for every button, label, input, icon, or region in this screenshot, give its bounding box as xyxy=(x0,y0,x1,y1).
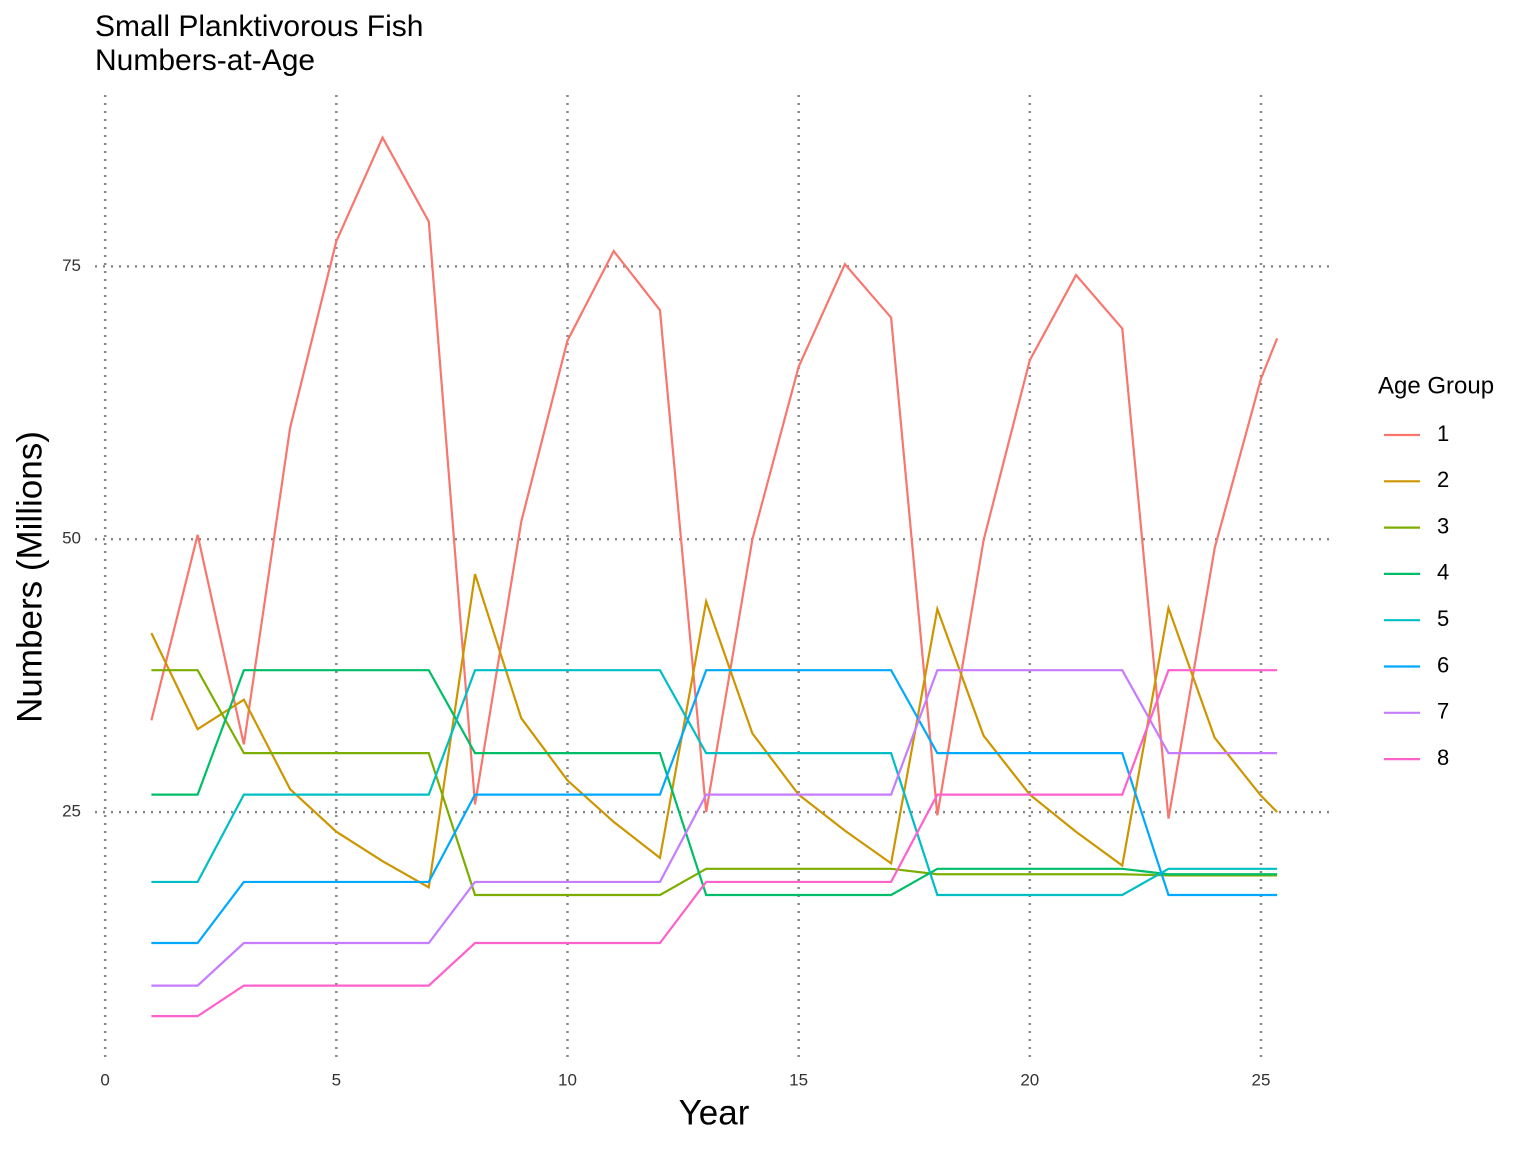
series-line xyxy=(151,669,1278,1018)
x-tick-label: 20 xyxy=(1020,1070,1039,1089)
legend-label: 5 xyxy=(1437,606,1449,631)
x-tick-label: 25 xyxy=(1251,1070,1270,1089)
x-axis-label: Year xyxy=(679,1093,750,1132)
x-tick-label: 5 xyxy=(332,1070,341,1089)
x-tick-label: 15 xyxy=(789,1070,808,1089)
legend-label: 4 xyxy=(1437,560,1449,585)
x-tick-label: 10 xyxy=(558,1070,577,1089)
series-line xyxy=(151,669,1278,945)
series-line xyxy=(150,573,1278,890)
chart-title: Small Planktivorous Fish xyxy=(95,10,423,43)
legend-label: 3 xyxy=(1437,513,1449,538)
series-line xyxy=(151,669,1278,897)
chart-subtitle: Numbers-at-Age xyxy=(95,44,315,77)
legend-label: 8 xyxy=(1437,745,1449,770)
series-line xyxy=(151,669,1278,987)
legend-label: 7 xyxy=(1437,699,1449,724)
legend-label: 1 xyxy=(1437,421,1449,446)
legend-label: 6 xyxy=(1437,652,1449,677)
series-line xyxy=(151,669,1278,897)
x-tick-label: 0 xyxy=(100,1070,109,1089)
series-line xyxy=(150,135,1279,819)
y-axis-label: Numbers (Millions) xyxy=(10,431,49,723)
y-tick-label: 75 xyxy=(62,256,81,275)
legend-label: 2 xyxy=(1437,467,1449,492)
y-tick-label: 50 xyxy=(62,529,81,548)
series-line xyxy=(151,669,1278,897)
legend-title: Age Group xyxy=(1378,372,1494,399)
y-tick-label: 25 xyxy=(62,802,81,821)
